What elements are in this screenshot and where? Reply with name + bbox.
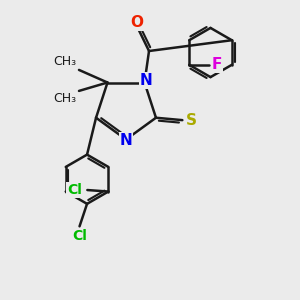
Text: S: S <box>186 112 197 128</box>
Text: N: N <box>140 73 152 88</box>
Text: O: O <box>130 15 143 30</box>
Text: Cl: Cl <box>67 183 82 197</box>
Text: CH₃: CH₃ <box>53 92 76 105</box>
Text: F: F <box>212 57 222 72</box>
Text: N: N <box>120 134 132 148</box>
Text: CH₃: CH₃ <box>53 56 76 68</box>
Text: Cl: Cl <box>72 229 87 243</box>
